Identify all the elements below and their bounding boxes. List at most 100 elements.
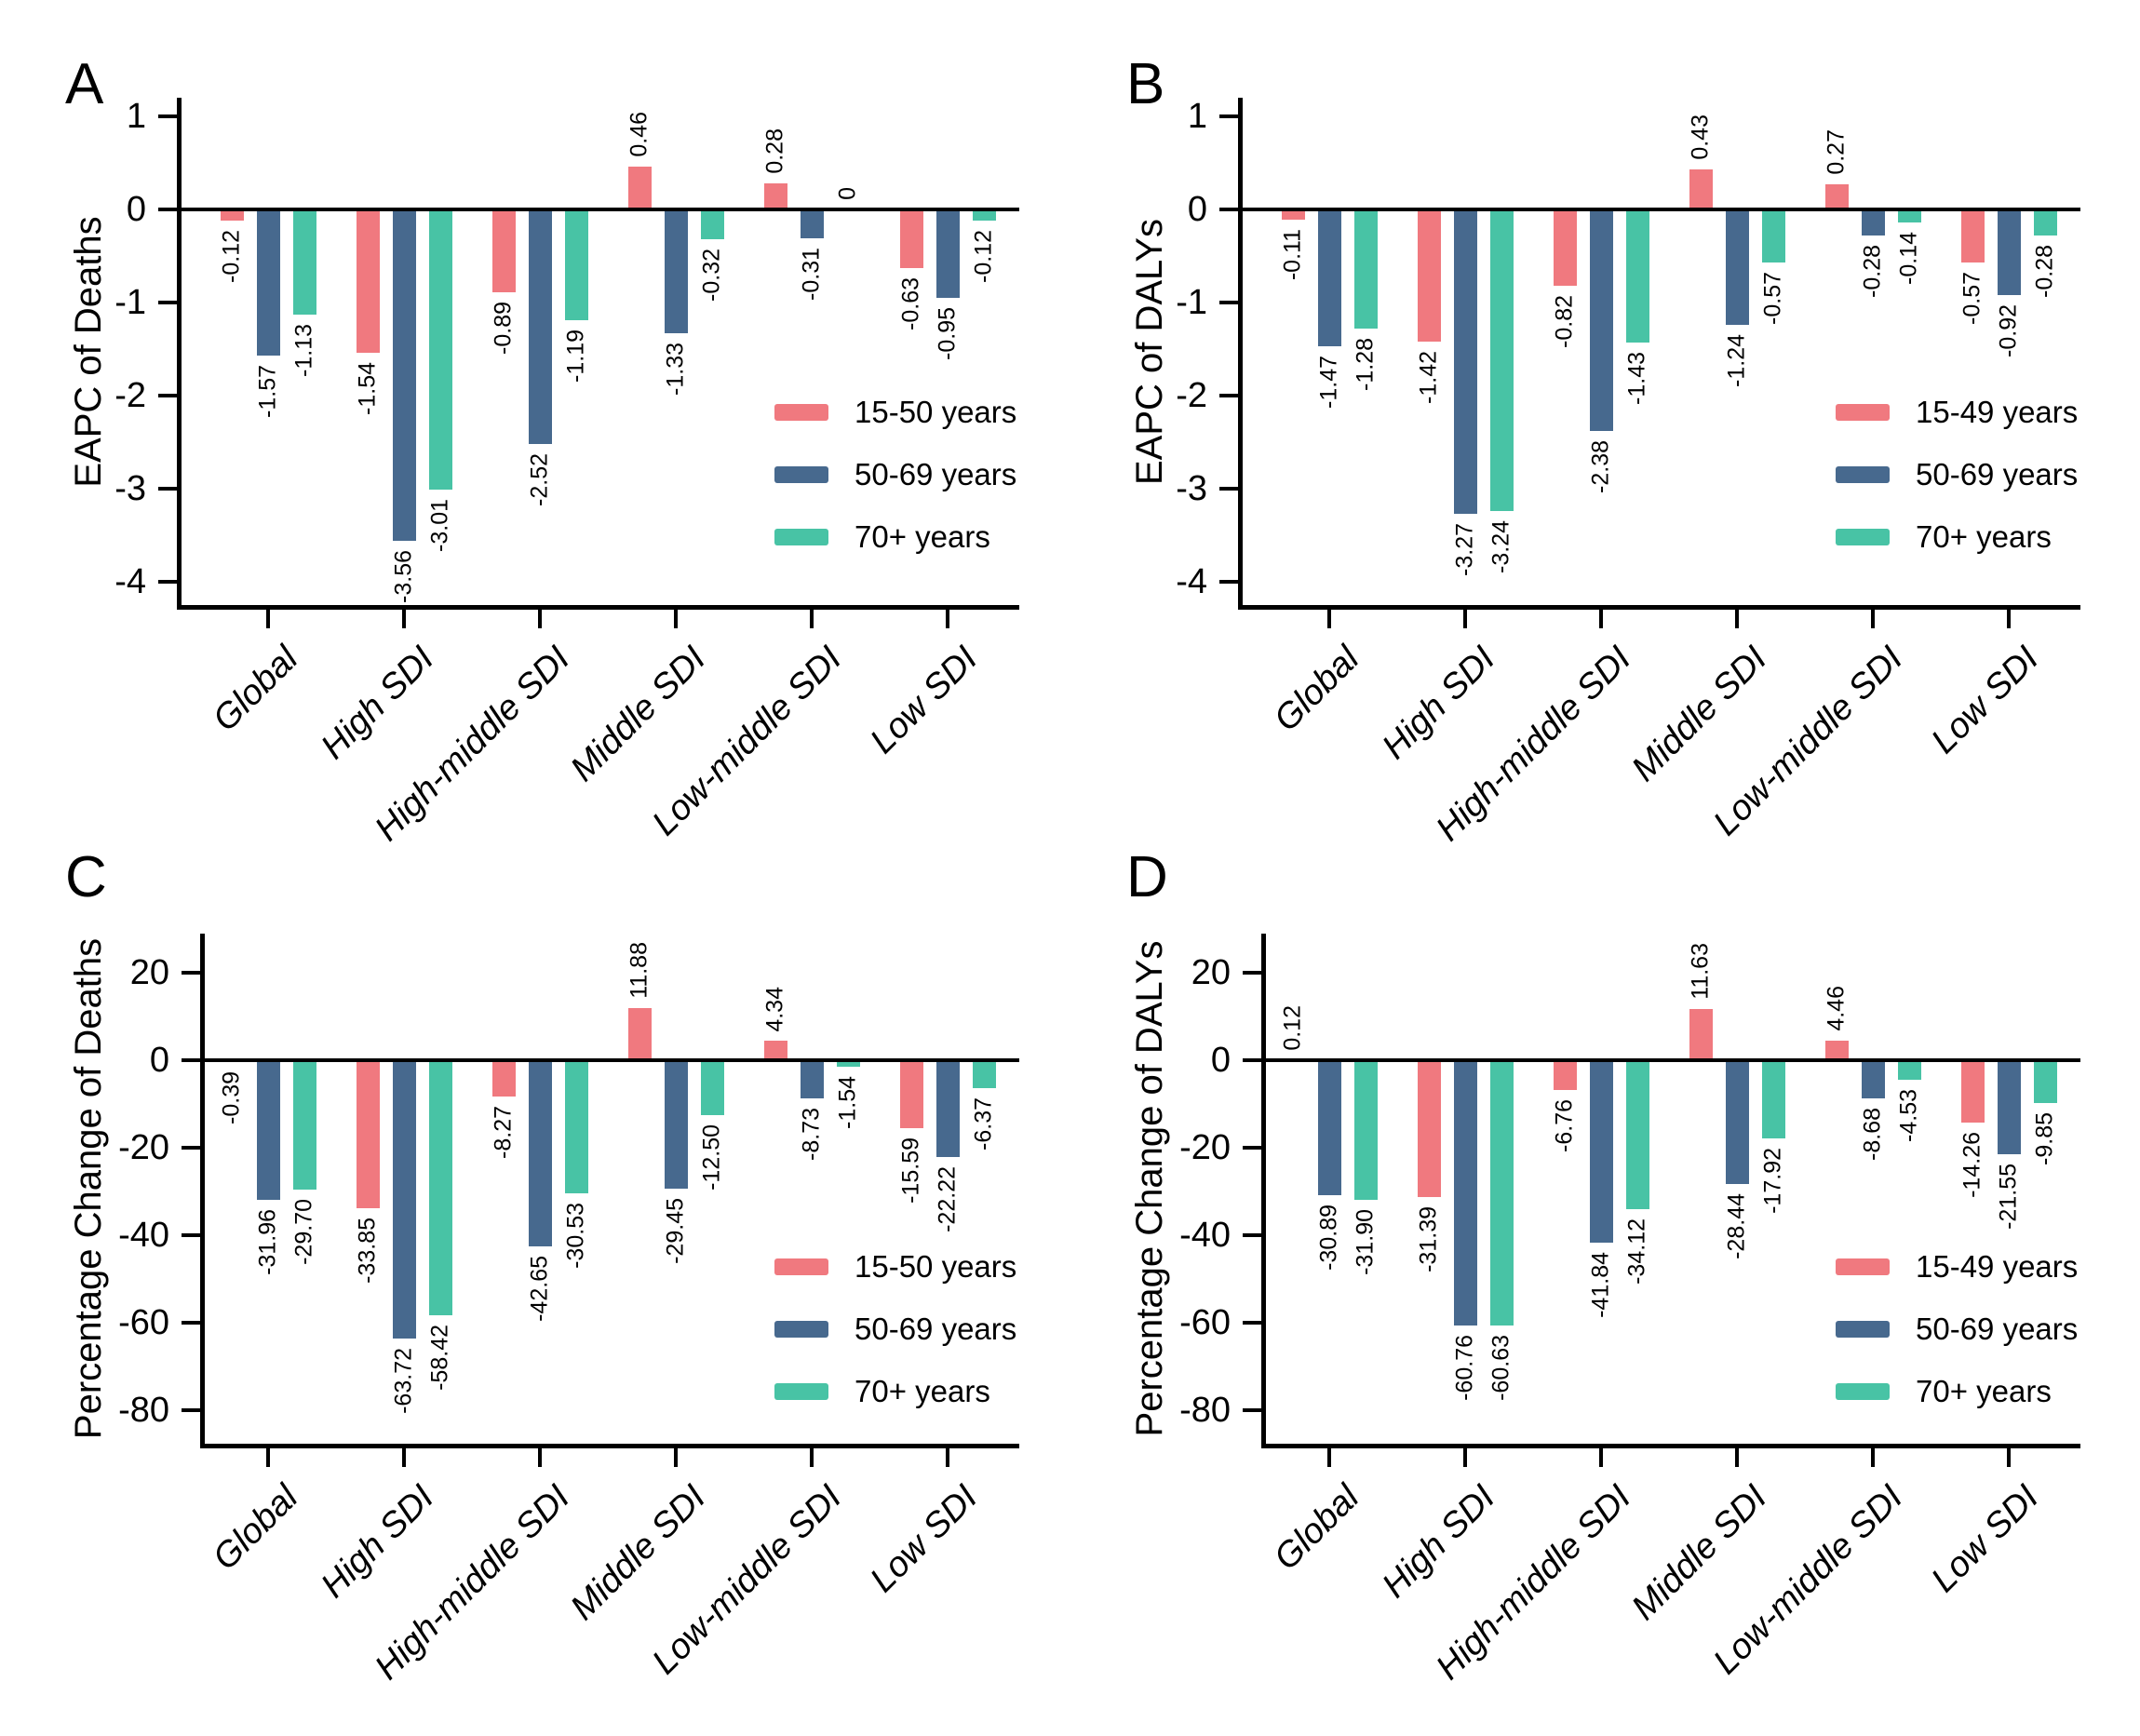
y-tick-b (1219, 114, 1238, 118)
value-label-global-50-69-years: -31.96 (254, 1209, 281, 1275)
x-tick-label-global-c: Global (205, 1477, 306, 1578)
value-label-high-sdi-15-49-years: -1.42 (1415, 351, 1442, 404)
value-label-low-sdi-15-49-years: -0.57 (1958, 272, 1985, 325)
value-label-low-sdi-50-69-years: -22.22 (934, 1166, 961, 1233)
y-tick-label-b: -2 (1176, 376, 1207, 415)
y-tick-label-c: -40 (118, 1215, 169, 1255)
bar-global-50-69-years (1317, 1059, 1341, 1195)
y-tick-label-a: 0 (126, 190, 146, 229)
x-tick-a (946, 610, 949, 628)
value-label-global-70-years: -1.28 (1352, 338, 1379, 391)
value-label-high-sdi-70-years: -3.01 (426, 499, 453, 552)
bar-high-middle-sdi-50-69-years (1589, 1059, 1613, 1244)
value-label-global-70-years: -1.13 (290, 324, 317, 377)
legend-swatch-50-69-years-d (1836, 1321, 1890, 1338)
bar-high-middle-sdi-70-years (564, 1059, 588, 1194)
x-tick-b (2007, 610, 2011, 628)
legend-swatch-50-69-years-c (774, 1321, 828, 1338)
legend-swatch-15-50-years-a (774, 404, 828, 421)
value-label-low-sdi-70-years: -6.37 (970, 1097, 997, 1151)
value-label-middle-sdi-70-years: -17.92 (1759, 1148, 1786, 1214)
y-axis-title-c: Percentage Change of Deaths (68, 937, 109, 1440)
y-tick-a (158, 208, 177, 211)
value-label-low-sdi-70-years: -9.85 (2031, 1112, 2058, 1166)
x-tick-label-global-b: Global (1266, 639, 1367, 739)
y-axis-title-d: Percentage Change of DALYs (1129, 940, 1170, 1437)
x-tick-label-middle-sdi-d: Middle SDI (1624, 1477, 1775, 1628)
bar-middle-sdi-70-years (1761, 1059, 1785, 1139)
bar-high-middle-sdi-50-69-years (528, 1059, 552, 1247)
value-label-high-sdi-70-years: -58.42 (426, 1325, 453, 1392)
bar-global-70-years (1353, 209, 1378, 329)
value-label-low-middle-sdi-50-69-years: -8.68 (1859, 1107, 1886, 1161)
value-label-low-sdi-50-69-years: -21.55 (1995, 1164, 2022, 1230)
bar-low-sdi-15-49-years (1960, 209, 1985, 262)
legend-label-50-69-years-c: 50-69 years (855, 1312, 1017, 1346)
value-label-high-middle-sdi-70-years: -1.19 (562, 330, 589, 383)
bar-low-middle-sdi-70-years (836, 1059, 860, 1068)
value-label-low-middle-sdi-70-years: 0 (834, 187, 861, 200)
value-label-low-middle-sdi-50-69-years: -8.73 (798, 1107, 825, 1161)
bar-low-sdi-15-50-years (899, 1059, 923, 1129)
y-tick-d (1243, 1232, 1261, 1237)
y-tick-a (158, 114, 177, 118)
value-label-low-middle-sdi-15-49-years: 0.27 (1823, 129, 1850, 175)
bar-high-sdi-15-49-years (1417, 209, 1441, 342)
value-label-high-sdi-70-years: -60.63 (1487, 1334, 1514, 1401)
value-label-high-middle-sdi-70-years: -34.12 (1623, 1218, 1650, 1285)
x-axis-line-a (177, 605, 1019, 610)
bar-middle-sdi-70-years (700, 209, 724, 239)
bar-low-sdi-50-69-years (1997, 209, 2021, 295)
bar-low-middle-sdi-50-69-years (1861, 209, 1885, 236)
value-label-low-middle-sdi-50-69-years: -0.28 (1859, 245, 1886, 298)
legend-swatch-70-years-c (774, 1383, 828, 1400)
legend-swatch-70-years-d (1836, 1383, 1890, 1400)
value-label-high-middle-sdi-15-50-years: -8.27 (490, 1105, 517, 1159)
bar-low-middle-sdi-15-50-years (763, 1041, 787, 1060)
x-tick-label-high-sdi-d: High SDI (1375, 1477, 1503, 1606)
value-label-high-middle-sdi-15-49-years: -0.82 (1551, 295, 1578, 348)
y-tick-c (182, 1320, 200, 1325)
y-tick-b (1219, 208, 1238, 211)
x-tick-b (1599, 610, 1603, 628)
value-label-high-sdi-70-years: -3.24 (1487, 520, 1514, 573)
bar-high-sdi-70-years (1489, 1059, 1514, 1326)
bar-high-sdi-15-50-years (356, 209, 380, 353)
bar-low-middle-sdi-15-49-years (1824, 1040, 1849, 1060)
x-tick-a (402, 610, 406, 628)
bar-low-middle-sdi-50-69-years (1861, 1059, 1885, 1098)
bar-high-sdi-15-49-years (1417, 1059, 1441, 1198)
y-tick-label-d: 20 (1191, 952, 1231, 992)
y-tick-label-c: -80 (118, 1390, 169, 1430)
bar-low-middle-sdi-70-years (1897, 1059, 1921, 1081)
x-tick-label-high-sdi-a: High SDI (314, 639, 442, 767)
y-axis-title-a: EAPC of Deaths (68, 215, 109, 488)
bar-low-middle-sdi-70-years (1897, 209, 1921, 222)
legend-swatch-50-69-years-b (1836, 466, 1890, 483)
y-tick-label-d: -20 (1179, 1127, 1231, 1167)
x-tick-b (1871, 610, 1875, 628)
value-label-middle-sdi-15-49-years: 0.43 (1687, 114, 1714, 160)
x-tick-label-low-sdi-d: Low SDI (1924, 1477, 2047, 1600)
x-tick-d (1871, 1448, 1875, 1467)
bar-global-50-69-years (256, 209, 280, 356)
x-tick-label-high-sdi-c: High SDI (314, 1477, 442, 1606)
bar-low-sdi-70-years (2033, 209, 2057, 236)
y-axis-line-d (1261, 934, 1266, 1448)
legend-label-70-years-c: 70+ years (855, 1374, 990, 1408)
value-label-global-50-69-years: -1.47 (1315, 356, 1342, 409)
x-tick-a (538, 610, 542, 628)
value-label-low-sdi-70-years: -0.28 (2031, 245, 2058, 298)
x-tick-label-low-sdi-b: Low SDI (1924, 639, 2047, 761)
value-label-low-middle-sdi-70-years: -0.14 (1895, 232, 1922, 285)
y-tick-label-d: 0 (1210, 1040, 1231, 1080)
value-label-low-sdi-50-69-years: -0.92 (1995, 304, 2022, 357)
value-label-middle-sdi-70-years: -0.57 (1759, 272, 1786, 325)
value-label-middle-sdi-70-years: -0.32 (698, 249, 725, 302)
bar-middle-sdi-15-50-years (627, 167, 652, 209)
panel-letter-d: D (1126, 845, 1168, 909)
y-tick-a (158, 394, 177, 397)
value-label-low-middle-sdi-15-49-years: 4.46 (1823, 986, 1850, 1031)
y-tick-label-c: -60 (118, 1302, 169, 1342)
y-axis-line-b (1238, 98, 1243, 610)
